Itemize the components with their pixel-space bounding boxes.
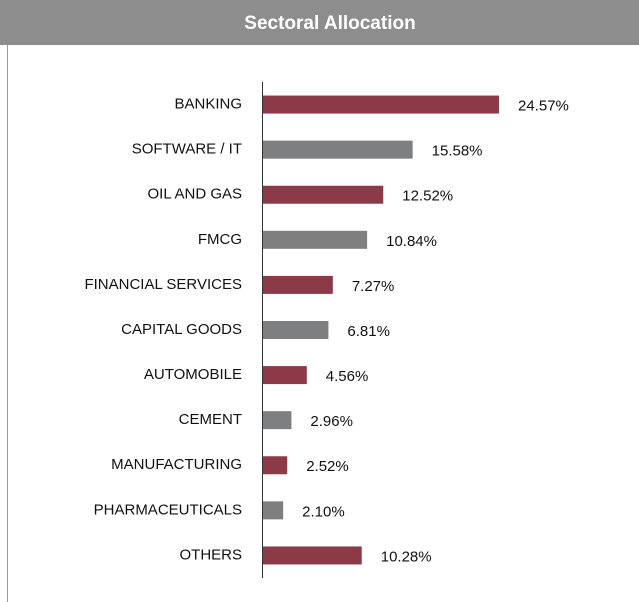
bar: [263, 456, 288, 475]
bar: [263, 230, 368, 249]
bar: [263, 275, 333, 294]
bar: [263, 546, 362, 565]
bar: [263, 501, 284, 520]
value-label: 10.28%: [381, 548, 432, 565]
category-label: FINANCIAL SERVICES: [84, 276, 242, 293]
bar: [263, 140, 413, 159]
category-label: BANKING: [174, 96, 242, 113]
bar: [263, 185, 384, 204]
category-label: OTHERS: [179, 546, 242, 563]
bar: [263, 95, 499, 114]
bar: [263, 366, 307, 385]
value-label: 6.81%: [347, 323, 390, 340]
value-label: 24.57%: [518, 98, 569, 115]
value-label: 2.52%: [306, 458, 349, 475]
value-label: 2.10%: [302, 503, 345, 520]
value-label: 7.27%: [352, 278, 395, 295]
chart-title: Sectoral Allocation: [244, 13, 415, 34]
value-label: 15.58%: [432, 143, 483, 160]
value-label: 2.96%: [310, 413, 353, 430]
category-label: SOFTWARE / IT: [132, 141, 242, 158]
value-label: 12.52%: [402, 188, 453, 205]
bar: [263, 411, 292, 430]
value-label: 10.84%: [386, 233, 437, 250]
category-label: CEMENT: [179, 411, 242, 428]
category-label: FMCG: [198, 231, 242, 248]
value-label: 4.56%: [326, 368, 369, 385]
category-label: PHARMACEUTICALS: [94, 501, 242, 518]
category-label: MANUFACTURING: [111, 456, 242, 473]
category-label: OIL AND GAS: [148, 186, 242, 203]
bar: [263, 321, 329, 339]
category-label: CAPITAL GOODS: [121, 321, 242, 338]
category-label: AUTOMOBILE: [144, 366, 242, 383]
header-bar: [0, 0, 639, 45]
